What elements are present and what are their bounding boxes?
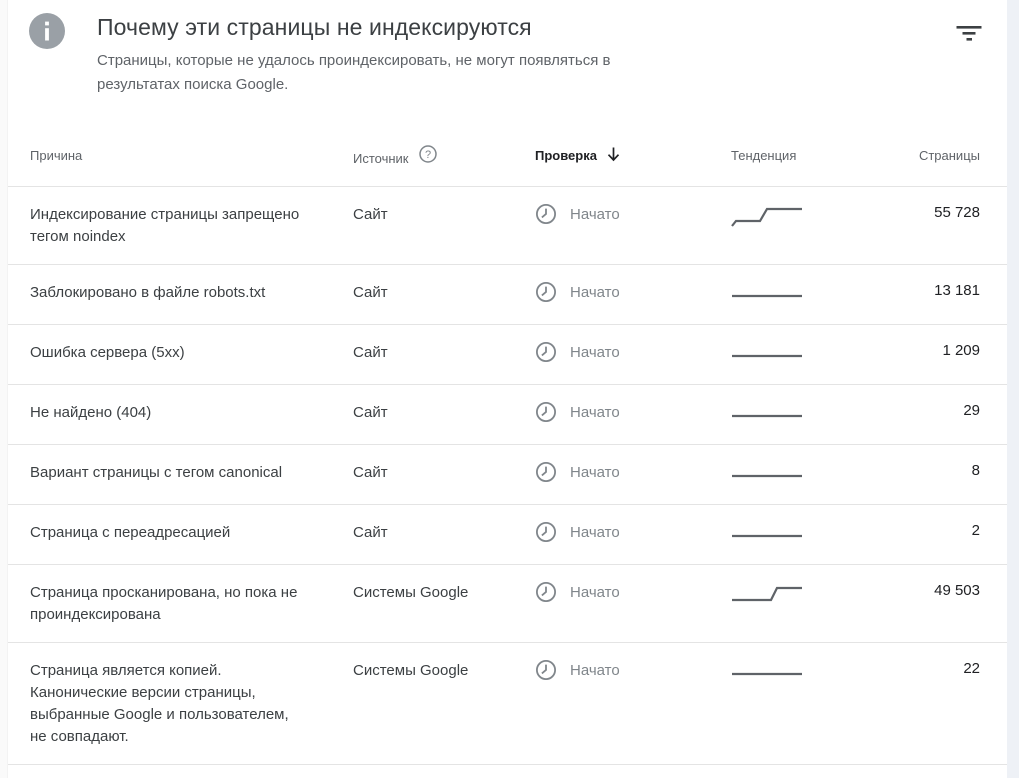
validation-status-label: Начато bbox=[570, 206, 620, 223]
trend-sparkline bbox=[732, 672, 802, 676]
table-row[interactable]: Обнаружена, не проиндексирована Системы … bbox=[8, 764, 1007, 778]
source-label: Сайт bbox=[353, 404, 388, 421]
table-row[interactable]: Страница с переадресацией Сайт Начато bbox=[8, 504, 1007, 564]
reason-label: Страница является копией. Канонические в… bbox=[30, 662, 289, 745]
clock-icon bbox=[535, 281, 557, 308]
pages-count: 22 bbox=[963, 660, 980, 677]
reason-label: Страница с переадресацией bbox=[30, 524, 231, 541]
trend-sparkline bbox=[732, 354, 802, 358]
trend-sparkline bbox=[732, 294, 802, 298]
column-header-reason[interactable]: Причина bbox=[30, 147, 83, 163]
table-row[interactable]: Ошибка сервера (5xx) Сайт Начато bbox=[8, 324, 1007, 384]
clock-icon bbox=[535, 461, 557, 488]
source-label: Сайт bbox=[353, 464, 388, 481]
validation-status-label: Начато bbox=[570, 584, 620, 601]
clock-icon bbox=[535, 581, 557, 608]
validation-status-label: Начато bbox=[570, 662, 620, 679]
validation-status-label: Начато bbox=[570, 284, 620, 301]
help-icon[interactable]: ? bbox=[418, 144, 437, 163]
scrollbar-track[interactable] bbox=[1007, 0, 1019, 778]
issues-table: Причина Источник ? Проверка bbox=[8, 124, 1007, 778]
source-label: Системы Google bbox=[353, 584, 469, 601]
table-body: Индексирование страницы запрещено тегом … bbox=[8, 186, 1007, 778]
clock-icon bbox=[535, 203, 557, 230]
reason-label: Ошибка сервера (5xx) bbox=[30, 344, 185, 361]
validation-status-label: Начато bbox=[570, 404, 620, 421]
table-row[interactable]: Вариант страницы с тегом canonical Сайт … bbox=[8, 444, 1007, 504]
column-header-pages[interactable]: Страницы bbox=[918, 147, 980, 163]
clock-icon bbox=[535, 401, 557, 428]
trend-sparkline bbox=[732, 586, 802, 602]
column-header-validation[interactable]: Проверка bbox=[535, 146, 731, 165]
page-subtitle: Страницы, которые не удалось проиндексир… bbox=[97, 52, 611, 93]
source-label: Сайт bbox=[353, 344, 388, 361]
table-row[interactable]: Заблокировано в файле robots.txt Сайт На… bbox=[8, 264, 1007, 324]
trend-sparkline bbox=[731, 207, 802, 227]
source-label: Сайт bbox=[353, 524, 388, 541]
pages-count: 1 209 bbox=[942, 342, 980, 359]
clock-icon bbox=[535, 341, 557, 368]
column-header-trend[interactable]: Тенденция bbox=[731, 147, 797, 163]
left-edge-strip bbox=[0, 0, 8, 778]
trend-sparkline bbox=[732, 474, 802, 478]
page-title: Почему эти страницы не индексируются bbox=[97, 14, 532, 40]
trend-sparkline bbox=[732, 414, 802, 418]
clock-icon bbox=[535, 521, 557, 548]
source-label: Системы Google bbox=[353, 662, 469, 679]
reason-label: Заблокировано в файле robots.txt bbox=[30, 284, 266, 301]
pages-count: 29 bbox=[963, 402, 980, 419]
info-icon bbox=[29, 13, 65, 49]
table-row[interactable]: Страница является копией. Канонические в… bbox=[8, 642, 1007, 764]
source-label: Сайт bbox=[353, 206, 388, 223]
reason-label: Не найдено (404) bbox=[30, 404, 152, 421]
table-row[interactable]: Индексирование страницы запрещено тегом … bbox=[8, 186, 1007, 264]
filter-list-icon[interactable] bbox=[955, 20, 983, 46]
page-header: Почему эти страницы не индексируются Стр… bbox=[8, 0, 1007, 97]
table-header-row: Причина Источник ? Проверка bbox=[8, 124, 1007, 186]
column-header-source[interactable]: Источник ? bbox=[353, 144, 535, 166]
table-row[interactable]: Не найдено (404) Сайт Начато bbox=[8, 384, 1007, 444]
table-row[interactable]: Страница просканирована, но пока не прои… bbox=[8, 564, 1007, 642]
clock-icon bbox=[535, 659, 557, 686]
trend-sparkline bbox=[732, 534, 802, 538]
validation-status-label: Начато bbox=[570, 464, 620, 481]
pages-count: 13 181 bbox=[934, 282, 980, 299]
reason-label: Индексирование страницы запрещено тегом … bbox=[30, 206, 300, 245]
reason-label: Страница просканирована, но пока не прои… bbox=[30, 584, 298, 623]
pages-count: 55 728 bbox=[934, 204, 980, 221]
reason-label: Вариант страницы с тегом canonical bbox=[30, 464, 283, 481]
sort-arrow-down-icon bbox=[606, 146, 621, 165]
svg-text:?: ? bbox=[424, 149, 430, 161]
validation-status-label: Начато bbox=[570, 344, 620, 361]
pages-count: 49 503 bbox=[934, 582, 980, 599]
source-label: Сайт bbox=[353, 284, 388, 301]
validation-status-label: Начато bbox=[570, 524, 620, 541]
pages-count: 2 bbox=[971, 522, 980, 539]
pages-count: 8 bbox=[971, 462, 980, 479]
